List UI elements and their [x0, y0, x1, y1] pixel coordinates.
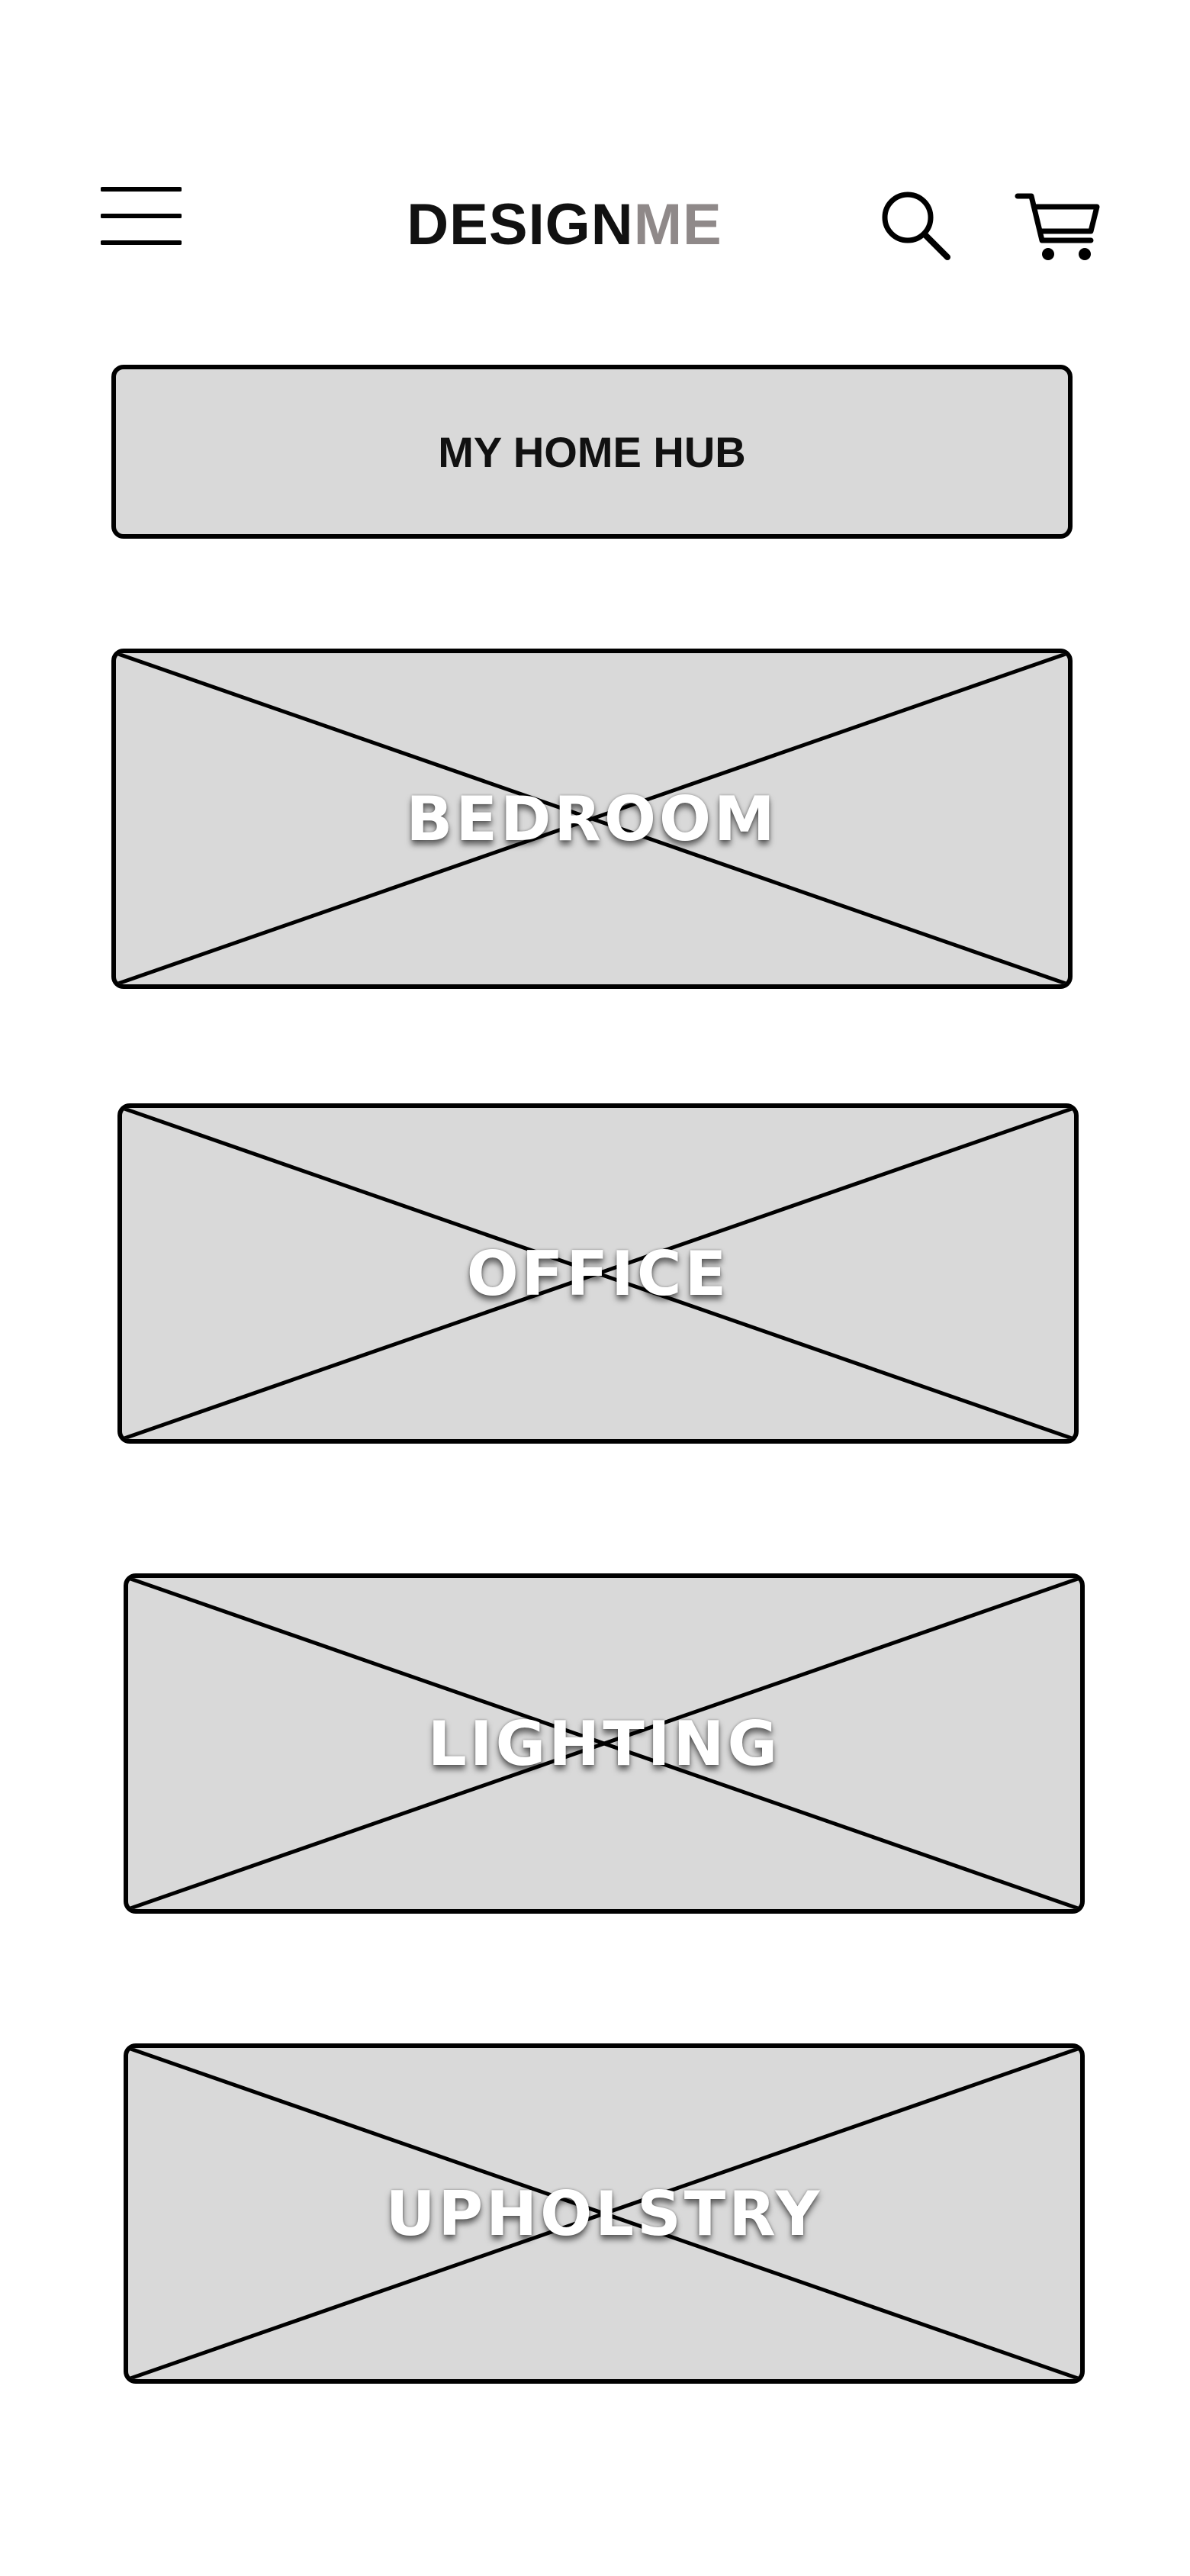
- category-card-lighting[interactable]: LIGHTING: [124, 1573, 1085, 1914]
- image-placeholder: [128, 2048, 1080, 2379]
- logo-accent-text: ME: [633, 192, 722, 257]
- image-placeholder: [122, 1108, 1074, 1439]
- category-card-office[interactable]: OFFICE: [117, 1103, 1079, 1444]
- hub-button-label: MY HOME HUB: [438, 427, 746, 476]
- my-home-hub-button[interactable]: MY HOME HUB: [111, 365, 1073, 539]
- cart-icon[interactable]: [1015, 187, 1106, 263]
- search-icon[interactable]: [877, 187, 954, 263]
- hamburger-menu-icon[interactable]: [100, 186, 182, 246]
- image-placeholder: [128, 1578, 1080, 1909]
- category-label: LIGHTING: [427, 1708, 781, 1779]
- brand-logo[interactable]: DESIGNME: [0, 191, 1129, 259]
- logo-primary-text: DESIGN: [407, 192, 634, 257]
- category-label: BEDROOM: [406, 783, 778, 855]
- category-card-upholstry[interactable]: UPHOLSTRY: [124, 2043, 1085, 2384]
- category-label: OFFICE: [466, 1238, 730, 1309]
- category-card-bedroom[interactable]: BEDROOM: [111, 649, 1073, 989]
- image-placeholder: [116, 653, 1068, 984]
- category-label: UPHOLSTRY: [385, 2178, 823, 2249]
- app-header: DESIGNME: [0, 0, 1190, 320]
